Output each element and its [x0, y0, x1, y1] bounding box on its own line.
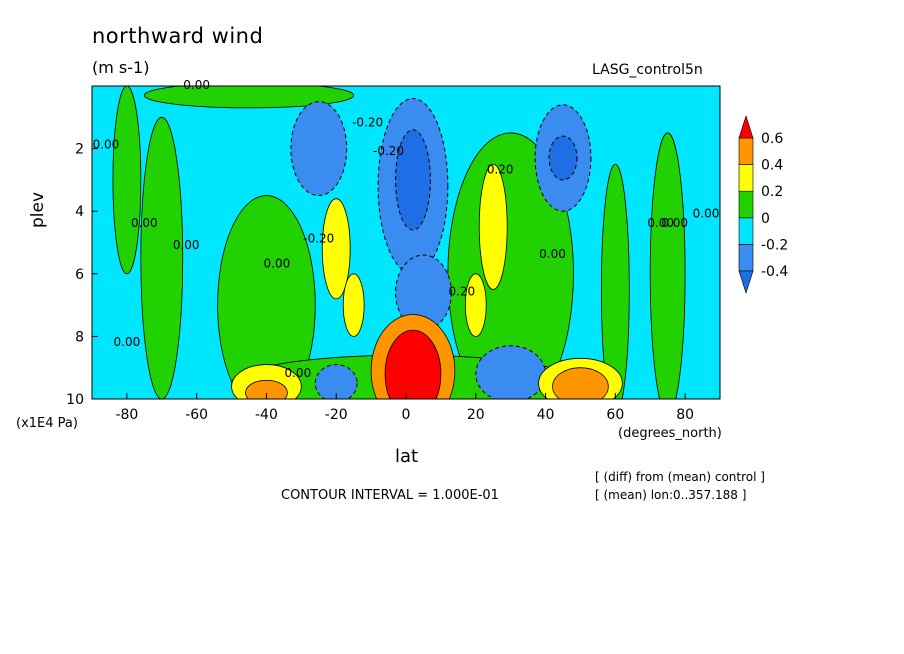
- contour-label: 0.20: [448, 285, 475, 299]
- note-mean: [ (mean) lon:0..357.188 ]: [595, 488, 747, 502]
- colorbar-label: 0.4: [761, 158, 783, 174]
- contour-label: 0.00: [661, 216, 688, 230]
- y-tick-label: 6: [75, 267, 84, 283]
- contour-label: 0.00: [93, 138, 120, 152]
- positive-band-top: [143, 86, 355, 109]
- positive-band-north-2: [600, 163, 630, 399]
- contour-label: -0.20: [303, 232, 334, 246]
- colorbar-label: 0.2: [761, 184, 783, 200]
- contour-label: 0.00: [284, 366, 311, 380]
- x-tick-label: -80: [115, 407, 138, 423]
- contour-label: 0.00: [693, 206, 720, 220]
- positive-band-far-south: [140, 116, 184, 399]
- x-tick-label: -20: [325, 407, 348, 423]
- positive-band-south: [217, 195, 316, 399]
- x-tick-label: 40: [537, 407, 555, 423]
- yellow-north-lower: [464, 273, 487, 337]
- colorbar-top-arrow: [738, 115, 754, 139]
- yellow-north-upper: [478, 163, 508, 290]
- yellow-south-lower: [342, 273, 365, 337]
- x-tick-label: 20: [467, 407, 485, 423]
- contour-label: 0.00: [114, 335, 141, 349]
- positive-band-far-north: [649, 132, 686, 399]
- negative-north-upper-core: [548, 135, 578, 181]
- chart-title: northward wind: [92, 24, 264, 48]
- contour-label: 0.20: [487, 163, 514, 177]
- x-axis-units: (degrees_north): [618, 426, 722, 441]
- colorbar-box: [738, 137, 754, 165]
- colorbar-label: -0.2: [761, 237, 788, 253]
- x-axis-label: lat: [395, 446, 419, 467]
- negative-south-lower: [314, 364, 358, 399]
- positive-north-surface-core: [552, 367, 609, 399]
- y-tick-label: 2: [75, 142, 84, 158]
- negative-south-upper: [290, 101, 348, 197]
- note-diff: [ (diff) from (mean) control ]: [595, 470, 765, 484]
- contour-label: -0.20: [373, 144, 404, 158]
- x-tick-label: 60: [606, 407, 624, 423]
- positive-equator-surface-core: [384, 329, 442, 399]
- positive-band-polar-south: [112, 86, 142, 275]
- contour-label: 0.00: [264, 257, 291, 271]
- colorbar-label: 0: [761, 211, 770, 227]
- negative-equator-upper-core: [395, 129, 431, 231]
- x-tick-label: 80: [676, 407, 694, 423]
- contour-label: 0.00: [647, 216, 674, 230]
- y-tick-label: 4: [75, 204, 84, 220]
- colorbar-label: -0.4: [761, 264, 788, 280]
- y-axis-units: (x1E4 Pa): [16, 416, 78, 431]
- colorbar-box: [738, 244, 754, 272]
- contour-label: 0.00: [183, 78, 210, 92]
- colorbar-bottom-arrow: [738, 270, 754, 294]
- positive-south-surface-core: [245, 379, 288, 399]
- chart-units: (m s-1): [92, 58, 150, 77]
- field-layer: [112, 86, 686, 399]
- contour-label: 0.00: [539, 247, 566, 261]
- x-tick-label: -40: [255, 407, 278, 423]
- contour-label: 0.00: [173, 238, 200, 252]
- colorbar-label: 0.6: [761, 131, 783, 147]
- negative-north-lower: [475, 345, 547, 399]
- x-tick-label: 0: [402, 407, 411, 423]
- colorbar-box: [738, 190, 754, 219]
- y-tick-label: 8: [75, 329, 84, 345]
- contour-label: -0.20: [352, 116, 383, 130]
- dataset-label: LASG_control5n: [592, 62, 703, 78]
- x-tick-label: -60: [185, 407, 208, 423]
- contour-label: 0.00: [131, 216, 158, 230]
- colorbar-box: [738, 217, 754, 245]
- yellow-south-upper: [321, 198, 351, 300]
- y-tick-label: 10: [66, 392, 84, 408]
- contour-interval: CONTOUR INTERVAL = 1.000E-01: [281, 488, 499, 503]
- colorbar-box: [738, 164, 754, 192]
